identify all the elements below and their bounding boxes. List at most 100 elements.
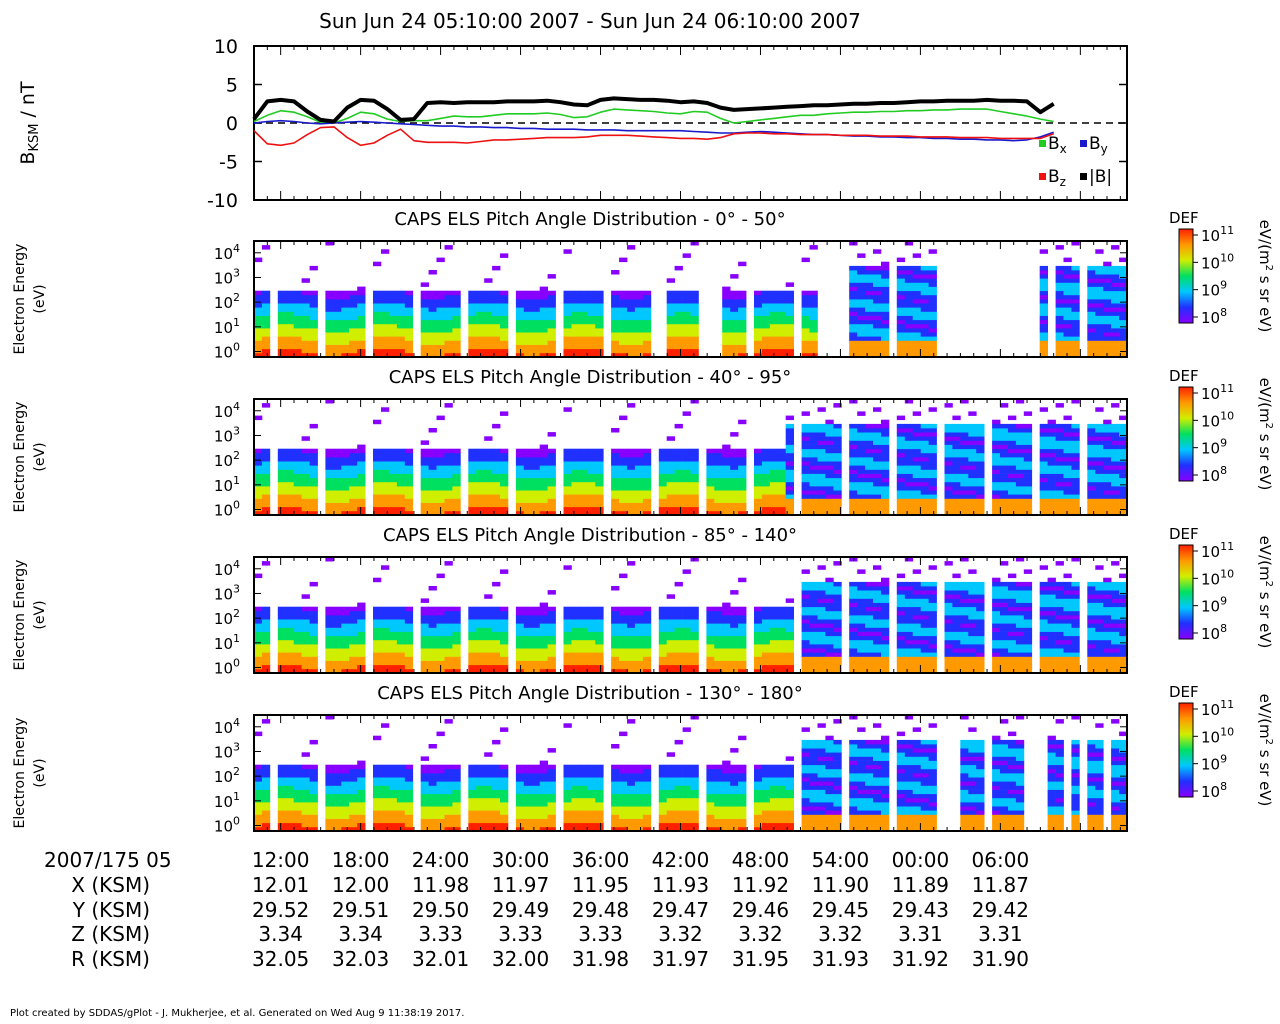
heat-cell	[1095, 332, 1104, 337]
heat-cell	[881, 477, 890, 483]
heat-cell	[825, 606, 834, 612]
heat-cell	[857, 448, 866, 454]
heat-cell	[682, 328, 691, 333]
heat-cell	[865, 423, 874, 429]
heat-cell	[960, 469, 969, 474]
heat-cell	[992, 668, 1001, 674]
heat-cell	[738, 656, 747, 661]
heat-cell	[301, 656, 310, 661]
heat-cell	[881, 352, 890, 358]
heat-cell	[309, 660, 318, 666]
heat-cell	[619, 473, 628, 479]
heat-cell	[619, 307, 628, 312]
heat-cell	[1055, 307, 1064, 312]
heat-cell	[642, 319, 652, 325]
heat-cell	[674, 639, 683, 645]
heat-cell	[634, 352, 644, 358]
heat-cell	[341, 477, 350, 483]
heat-cell	[349, 332, 358, 337]
heat-cell	[912, 253, 921, 258]
heat-cell	[341, 506, 350, 512]
heat-cell	[1055, 510, 1064, 516]
heat-cell	[809, 610, 818, 616]
heat-cell	[285, 486, 294, 491]
heat-cell	[865, 307, 874, 312]
heat-cell	[865, 648, 874, 653]
heat-cell	[571, 319, 580, 325]
heat-cell	[579, 352, 588, 358]
heat-cell	[904, 265, 914, 271]
heat-cell	[325, 610, 334, 616]
heat-cell	[833, 627, 842, 632]
heat-cell	[849, 286, 858, 292]
heat-cell	[404, 332, 414, 337]
colorbar-tick-label: 1010	[1201, 251, 1234, 272]
heat-cell	[833, 498, 842, 503]
heat-cell	[896, 257, 906, 263]
heat-cell	[849, 481, 858, 487]
heat-cell	[619, 465, 628, 470]
heat-cell	[785, 319, 794, 325]
heat-cell	[809, 436, 818, 441]
heat-cell	[484, 631, 493, 637]
heat-cell	[492, 498, 501, 503]
heat-cell	[730, 465, 739, 470]
heat-cell	[396, 502, 406, 508]
heat-cell	[738, 290, 747, 296]
heat-cell	[1039, 274, 1048, 279]
heat-cell	[285, 490, 294, 495]
heat-cell	[873, 486, 882, 491]
heat-cell	[912, 486, 921, 491]
heat-cell	[1055, 323, 1064, 329]
heat-cell	[1111, 307, 1120, 312]
heat-cell	[627, 498, 636, 503]
heat-cell	[1047, 477, 1056, 483]
heat-cell	[634, 486, 644, 491]
heat-cell	[928, 448, 937, 454]
heat-cell	[595, 340, 604, 345]
heat-cell	[420, 336, 429, 341]
heat-cell	[388, 352, 398, 358]
heat-cell	[515, 477, 525, 483]
heat-cell	[849, 656, 858, 661]
heat-cell	[484, 594, 493, 599]
heat-cell	[928, 615, 937, 620]
heat-cell	[468, 290, 477, 296]
mag-ytick-label: 10	[214, 36, 238, 58]
heat-cell	[254, 510, 263, 516]
heat-cell	[1008, 506, 1017, 512]
heat-cell	[761, 627, 771, 632]
heat-cell	[777, 311, 787, 316]
heat-cell	[769, 623, 779, 628]
heat-cell	[571, 332, 580, 337]
heat-cell	[738, 328, 747, 333]
heat-cell	[785, 627, 794, 632]
heat-cell	[285, 635, 294, 641]
heat-cell	[301, 627, 310, 632]
heat-cell	[349, 506, 358, 512]
heat-cell	[944, 506, 953, 512]
heat-cell	[428, 490, 437, 495]
heat-cell	[452, 627, 461, 632]
heat-cell	[293, 502, 302, 508]
heat-cell	[428, 344, 437, 350]
heat-cell	[357, 481, 366, 487]
heat-cell	[801, 615, 810, 620]
heat-cell	[682, 510, 691, 516]
heat-cell	[881, 423, 890, 429]
heat-cell	[309, 348, 318, 354]
heat-cell	[1023, 448, 1033, 454]
heat-cell	[920, 502, 929, 508]
heat-cell	[523, 506, 533, 512]
heat-cell	[952, 648, 961, 653]
heat-cell	[896, 448, 906, 454]
heat-cell	[515, 652, 525, 657]
heat-cell	[706, 606, 715, 612]
heat-cell	[261, 639, 271, 645]
heat-cell	[515, 348, 525, 354]
heat-cell	[1000, 498, 1009, 503]
heat-cell	[634, 294, 644, 300]
heat-cell	[690, 344, 699, 350]
heat-cell	[277, 315, 287, 321]
heat-cell	[595, 303, 604, 308]
